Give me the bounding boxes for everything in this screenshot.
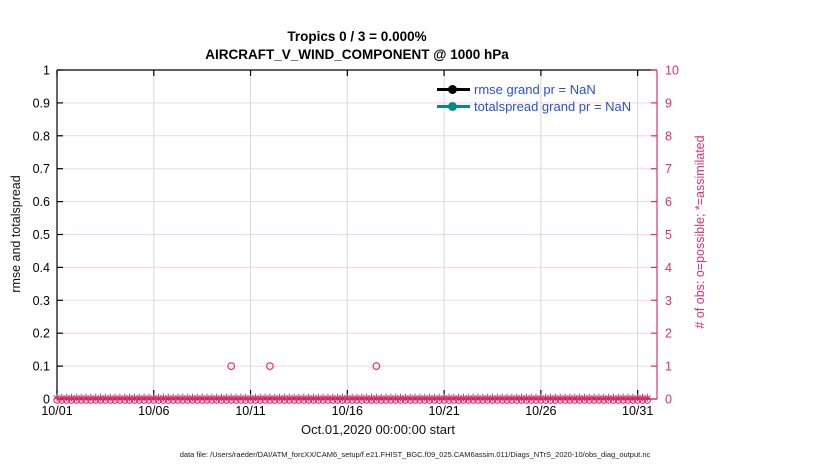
- rmse-line-marker-sample: [437, 81, 470, 98]
- svg-text:0.5: 0.5: [33, 228, 50, 242]
- svg-text:0: 0: [665, 393, 672, 407]
- legend: rmse grand pr = NaN totalspread grand pr…: [437, 81, 631, 115]
- rmse-dot-icon: [448, 85, 457, 94]
- svg-text:0.6: 0.6: [33, 195, 50, 209]
- plot-title-region: Tropics 0 / 3 = 0.000%: [287, 29, 427, 44]
- svg-text:10: 10: [665, 64, 679, 78]
- legend-label-rmse: rmse grand pr = NaN: [474, 82, 596, 97]
- plot-title-variable: AIRCRAFT_V_WIND_COMPONENT @ 1000 hPa: [205, 47, 509, 62]
- svg-text:0.2: 0.2: [33, 327, 50, 341]
- left-axis-label: rmse and totalspread: [9, 175, 23, 293]
- svg-text:0.1: 0.1: [33, 360, 50, 374]
- svg-text:8: 8: [665, 129, 672, 143]
- totalspread-dot-icon: [448, 102, 457, 111]
- x-axis-label: Oct.01,2020 00:00:00 start: [301, 422, 455, 437]
- totalspread-line-marker-sample: [437, 98, 470, 115]
- svg-text:7: 7: [665, 162, 672, 176]
- svg-text:0.9: 0.9: [33, 96, 50, 110]
- svg-text:0: 0: [43, 393, 50, 407]
- svg-text:0.7: 0.7: [33, 162, 50, 176]
- svg-text:1: 1: [665, 360, 672, 374]
- svg-text:10/06: 10/06: [138, 404, 169, 418]
- svg-text:10/26: 10/26: [525, 404, 556, 418]
- svg-text:10/01: 10/01: [41, 404, 72, 418]
- legend-label-totalspread: totalspread grand pr = NaN: [474, 99, 632, 114]
- svg-text:10/31: 10/31: [622, 404, 653, 418]
- right-axis-label: # of obs: o=possible; *=assimilated: [693, 135, 707, 329]
- svg-text:3: 3: [665, 294, 672, 308]
- svg-text:0.4: 0.4: [33, 261, 50, 275]
- svg-text:1: 1: [43, 64, 50, 78]
- svg-text:2: 2: [665, 327, 672, 341]
- svg-text:10/21: 10/21: [428, 404, 459, 418]
- svg-text:0.3: 0.3: [33, 294, 50, 308]
- svg-text:4: 4: [665, 261, 672, 275]
- svg-text:10/11: 10/11: [235, 404, 265, 418]
- legend-item-totalspread: totalspread grand pr = NaN: [437, 98, 631, 115]
- svg-text:10/16: 10/16: [332, 404, 363, 418]
- legend-item-rmse: rmse grand pr = NaN: [437, 81, 631, 98]
- svg-text:0.8: 0.8: [33, 129, 50, 143]
- data-file-path: data file: /Users/raeder/DAI/ATM_forcXX/…: [179, 450, 651, 459]
- svg-text:5: 5: [665, 228, 672, 242]
- svg-text:6: 6: [665, 195, 672, 209]
- svg-text:9: 9: [665, 96, 672, 110]
